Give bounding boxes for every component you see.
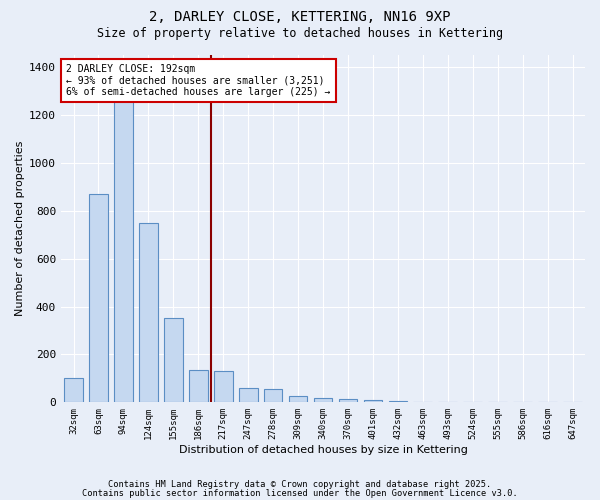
Bar (114, 98, 133, 402)
Bar (264, 389, 283, 402)
Text: Contains public sector information licensed under the Open Government Licence v3: Contains public sector information licen… (82, 490, 518, 498)
Bar (239, 388, 257, 402)
Text: 2, DARLEY CLOSE, KETTERING, NN16 9XP: 2, DARLEY CLOSE, KETTERING, NN16 9XP (149, 10, 451, 24)
Bar (338, 398, 358, 402)
Bar (314, 398, 332, 402)
Bar (289, 396, 307, 402)
Bar (64, 378, 83, 402)
Bar (89, 194, 108, 402)
Text: Contains HM Land Registry data © Crown copyright and database right 2025.: Contains HM Land Registry data © Crown c… (109, 480, 491, 489)
Bar (389, 401, 407, 402)
Y-axis label: Number of detached properties: Number of detached properties (15, 141, 25, 316)
Bar (364, 400, 382, 402)
Bar (164, 318, 182, 402)
Bar (139, 222, 158, 402)
Bar (214, 371, 233, 402)
Text: 2 DARLEY CLOSE: 192sqm
← 93% of detached houses are smaller (3,251)
6% of semi-d: 2 DARLEY CLOSE: 192sqm ← 93% of detached… (66, 64, 331, 97)
Text: Size of property relative to detached houses in Kettering: Size of property relative to detached ho… (97, 28, 503, 40)
Bar (189, 370, 208, 402)
X-axis label: Distribution of detached houses by size in Kettering: Distribution of detached houses by size … (179, 445, 467, 455)
